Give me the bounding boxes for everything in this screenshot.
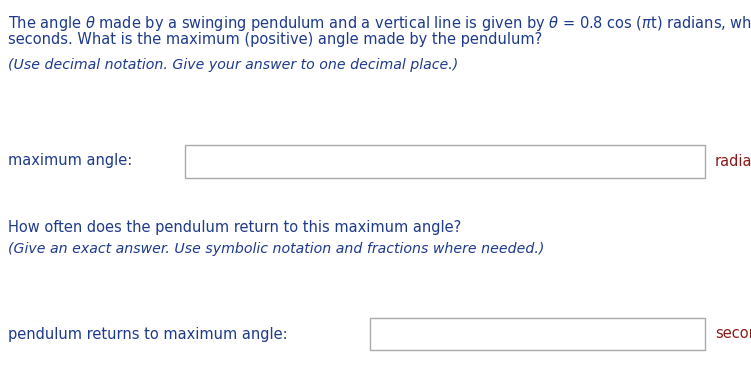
Text: The angle $\theta$ made by a swinging pendulum and a vertical line is given by $: The angle $\theta$ made by a swinging pe… [8,14,751,33]
FancyBboxPatch shape [370,318,705,350]
Text: (Use decimal notation. Give your answer to one decimal place.): (Use decimal notation. Give your answer … [8,58,458,72]
Text: (Give an exact answer. Use symbolic notation and fractions where needed.): (Give an exact answer. Use symbolic nota… [8,242,544,256]
FancyBboxPatch shape [185,145,705,178]
Text: pendulum returns to maximum angle:: pendulum returns to maximum angle: [8,327,288,342]
Text: radian: radian [715,154,751,168]
Text: maximum angle:: maximum angle: [8,154,132,168]
Text: seconds: seconds [715,327,751,342]
Text: How often does the pendulum return to this maximum angle?: How often does the pendulum return to th… [8,220,461,235]
Text: seconds. What is the maximum (positive) angle made by the pendulum?: seconds. What is the maximum (positive) … [8,32,542,47]
